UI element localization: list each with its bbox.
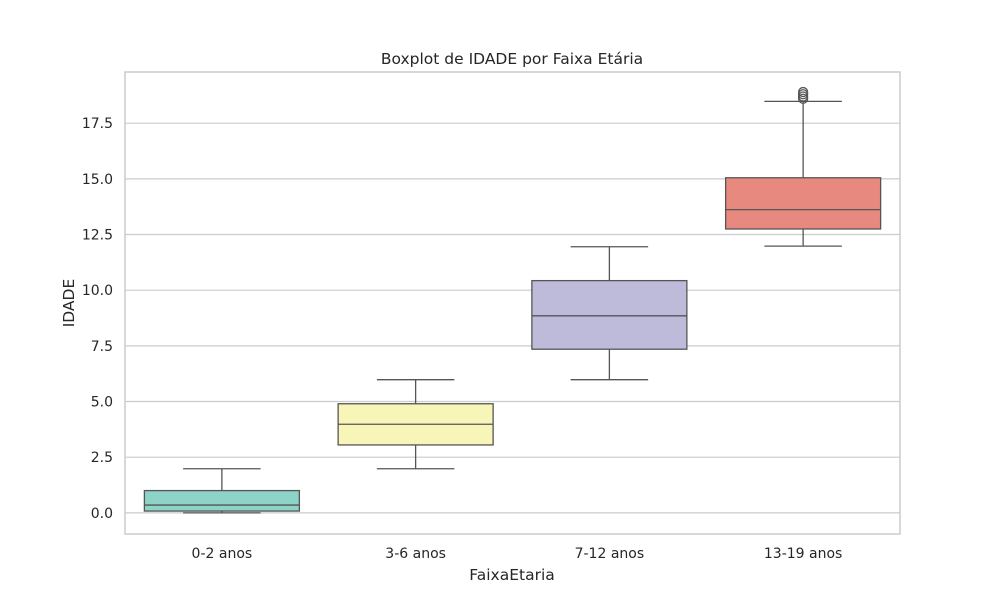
x-tick-label: 0-2 anos: [192, 546, 253, 562]
box-7-12-anos: [531, 246, 688, 381]
y-axis-ticks: 0.0 2.5 5.0 7.5 10.0 12.5 15.0 17.5: [82, 116, 113, 522]
y-tick-label: 17.5: [82, 116, 113, 132]
box-0-2-anos: [143, 468, 301, 514]
y-axis-label: IDADE: [60, 279, 78, 328]
y-tick-label: 5.0: [91, 395, 113, 411]
y-tick-label: 0.0: [91, 506, 113, 522]
box-3-6-anos: [337, 379, 494, 470]
y-tick-label: 12.5: [82, 228, 113, 244]
box-iqr: [531, 279, 688, 350]
box-13-19-anos: [724, 86, 882, 247]
x-tick-label: 3-6 anos: [385, 546, 446, 562]
box-iqr: [724, 177, 882, 230]
y-tick-label: 10.0: [82, 283, 113, 299]
y-tick-label: 15.0: [82, 172, 113, 188]
x-tick-label: 13-19 anos: [764, 546, 842, 562]
plot-frame: [124, 71, 901, 535]
box-series: [143, 86, 882, 514]
grid-lines: [125, 122, 900, 514]
y-tick-label: 2.5: [91, 450, 113, 466]
x-axis-label: FaixaEtaria: [469, 566, 555, 584]
chart-title: Boxplot de IDADE por Faixa Etária: [381, 50, 643, 68]
x-axis-ticks: 0-2 anos 3-6 anos 7-12 anos 13-19 anos: [192, 546, 843, 562]
x-tick-label: 7-12 anos: [575, 546, 645, 562]
y-tick-label: 7.5: [91, 339, 113, 355]
box-iqr: [143, 489, 301, 512]
outlier-point: [797, 86, 809, 98]
